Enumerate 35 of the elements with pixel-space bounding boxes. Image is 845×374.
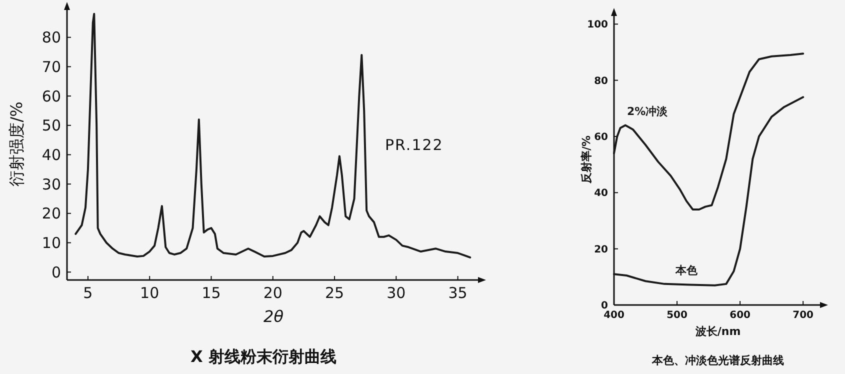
x-tick-label: 35 xyxy=(448,284,468,302)
x-tick-label: 600 xyxy=(730,310,751,321)
y-tick-label: 80 xyxy=(42,28,61,47)
y-tick-label: 70 xyxy=(42,58,61,76)
y-tick-label: 60 xyxy=(594,132,608,143)
x-tick-label: 10 xyxy=(140,284,160,302)
y-tick-label: 0 xyxy=(601,300,608,312)
text: X 射线粉末衍射曲线 xyxy=(190,347,336,366)
x-tick-label: 400 xyxy=(604,310,624,321)
annotation: PR.122 xyxy=(385,136,444,154)
series-label: 2%冲淡 xyxy=(627,105,669,118)
x-tick-label: 700 xyxy=(792,310,814,321)
y-axis-title: 反射率/% xyxy=(580,135,593,185)
y-tick-label: 40 xyxy=(594,188,608,200)
x-tick-label: 15 xyxy=(202,284,221,302)
y-axis-title: 衍射强度/% xyxy=(7,102,26,186)
x-tick-label: 20 xyxy=(263,284,282,302)
y-tick-label: 10 xyxy=(42,234,61,252)
y-tick-label: 20 xyxy=(594,244,608,256)
x-tick-label: 30 xyxy=(386,284,406,302)
x-tick-label: 25 xyxy=(324,284,344,302)
x-axis-title: 2θ xyxy=(264,307,284,326)
x-axis-title: 波长/nm xyxy=(694,325,741,338)
y-tick-label: 80 xyxy=(594,76,608,87)
y-tick-label: 0 xyxy=(51,263,61,282)
y-tick-label: 30 xyxy=(42,175,61,194)
x-tick-label: 500 xyxy=(666,310,688,321)
x-tick-label: 5 xyxy=(83,284,93,302)
y-tick-label: 100 xyxy=(587,20,608,31)
series-label: 本色 xyxy=(674,264,698,277)
y-tick-label: 60 xyxy=(42,87,61,106)
y-tick-label: 40 xyxy=(42,146,61,164)
y-tick-label: 50 xyxy=(42,116,61,135)
text: 本色、冲淡色光谱反射曲线 xyxy=(651,354,784,367)
y-tick-label: 20 xyxy=(42,204,61,223)
